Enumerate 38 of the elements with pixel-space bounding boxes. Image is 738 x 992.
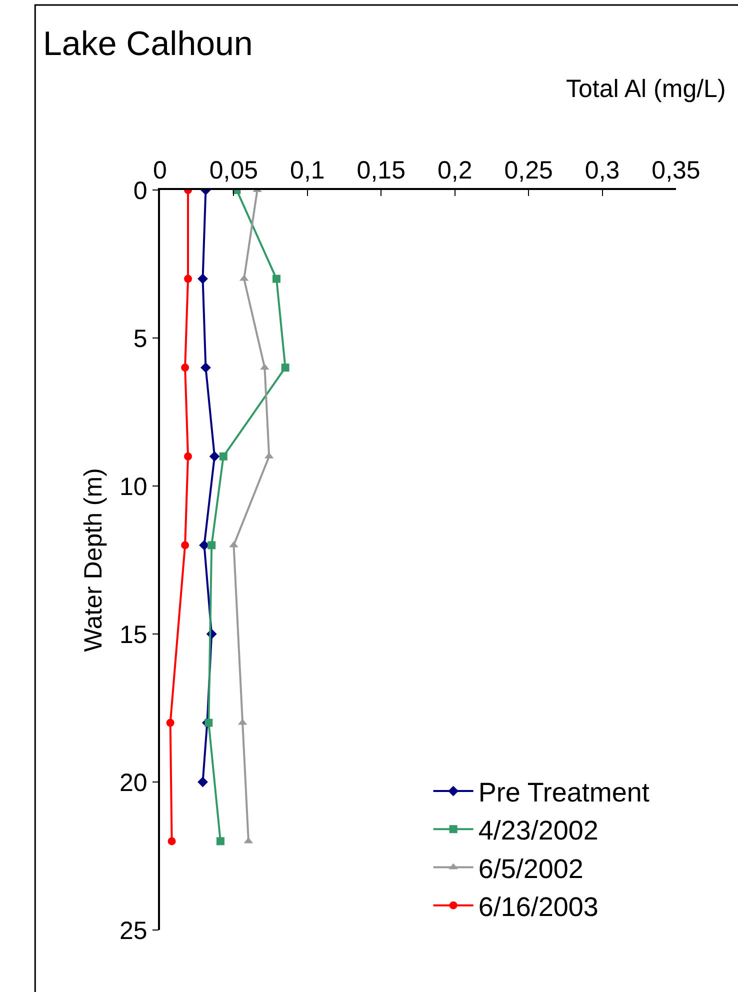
- point: [216, 837, 224, 846]
- point: [198, 776, 208, 788]
- point: [198, 274, 208, 284]
- point: [168, 837, 176, 846]
- y-tick-label: 15: [119, 620, 148, 649]
- legend-label: 4/23/2002: [478, 816, 598, 846]
- x-tick-label: 0,3: [584, 156, 620, 184]
- legend-label: 6/16/2003: [478, 892, 598, 922]
- y-tick-label: 10: [119, 472, 148, 501]
- y-tick-label: 5: [133, 324, 148, 353]
- point: [181, 364, 190, 372]
- y-tick-label: 20: [119, 768, 148, 797]
- point: [184, 274, 192, 283]
- chart-title: Lake Calhoun: [43, 25, 253, 63]
- point: [204, 718, 213, 727]
- y-tick-label: 0: [133, 176, 148, 205]
- x-tick-label: 0,05: [209, 156, 258, 184]
- x-tick-label: 0,15: [356, 156, 406, 184]
- legend-label: 6/5/2002: [478, 854, 584, 884]
- point: [208, 541, 216, 550]
- point: [281, 364, 290, 372]
- point: [184, 452, 192, 460]
- point: [200, 362, 211, 373]
- point: [166, 718, 174, 727]
- x-tick-label: 0,1: [290, 156, 325, 184]
- y-axis-title: Water Depth (m): [80, 468, 108, 652]
- y-tick-label: 25: [119, 916, 148, 945]
- x-tick-label: 0: [153, 156, 167, 184]
- x-tick-label: 0,2: [437, 156, 472, 184]
- point: [272, 274, 280, 283]
- legend-label: Pre Treatment: [478, 778, 650, 808]
- point: [199, 540, 210, 550]
- point: [219, 452, 228, 460]
- x-axis-title: Total Al (mg/L): [566, 75, 726, 103]
- point: [209, 451, 220, 462]
- x-tick-label: 0,25: [504, 156, 553, 184]
- point: [181, 541, 190, 550]
- x-tick-label: 0,35: [652, 156, 700, 184]
